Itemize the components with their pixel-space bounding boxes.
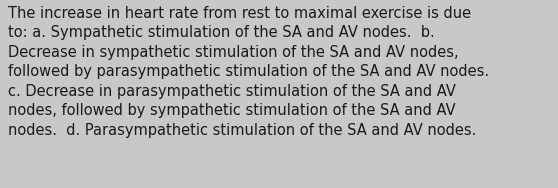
Text: The increase in heart rate from rest to maximal exercise is due
to: a. Sympathet: The increase in heart rate from rest to … bbox=[8, 6, 489, 138]
